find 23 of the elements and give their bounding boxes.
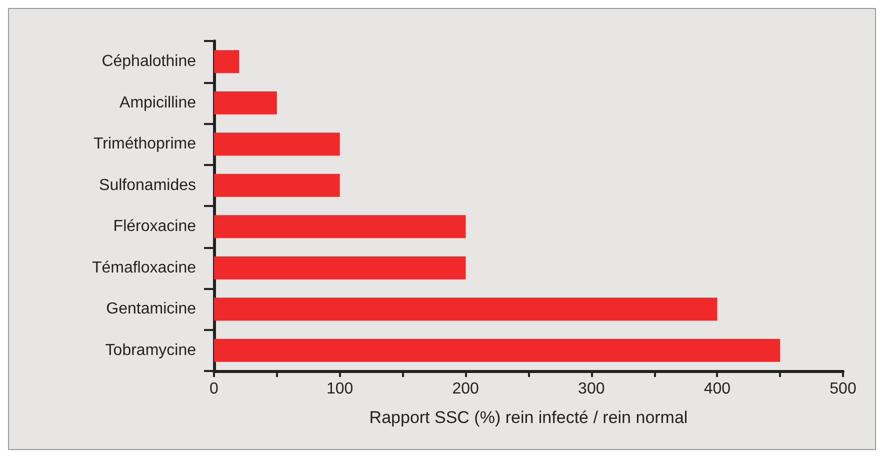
x-tick-label: 100 <box>326 380 354 398</box>
bar <box>214 256 466 280</box>
bar <box>214 50 240 74</box>
y-tick-label: Gentamicine <box>106 300 196 318</box>
x-tick-label: 200 <box>452 380 480 398</box>
y-tick-label: Témafloxacine <box>92 259 196 276</box>
bar <box>214 298 718 321</box>
x-tick-label: 0 <box>210 380 219 398</box>
x-tick-label: 500 <box>830 380 856 398</box>
bar <box>214 174 340 197</box>
x-tick-label: 300 <box>578 380 605 398</box>
bar <box>214 215 466 238</box>
bar <box>214 132 340 156</box>
y-tick-label: Fléroxacine <box>113 218 196 236</box>
y-tick-label: Tobramycine <box>105 342 196 359</box>
bar <box>214 91 277 114</box>
y-tick-label: Céphalothine <box>102 53 196 70</box>
y-tick-label: Ampicilline <box>120 94 196 112</box>
y-tick-label: Sulfonamides <box>99 176 196 194</box>
y-tick-label: Triméthoprime <box>93 136 196 153</box>
bar <box>214 338 780 362</box>
x-tick-label: 400 <box>704 380 731 398</box>
x-axis-title: Rapport SSC (%) rein infecté / rein normal <box>369 408 688 427</box>
